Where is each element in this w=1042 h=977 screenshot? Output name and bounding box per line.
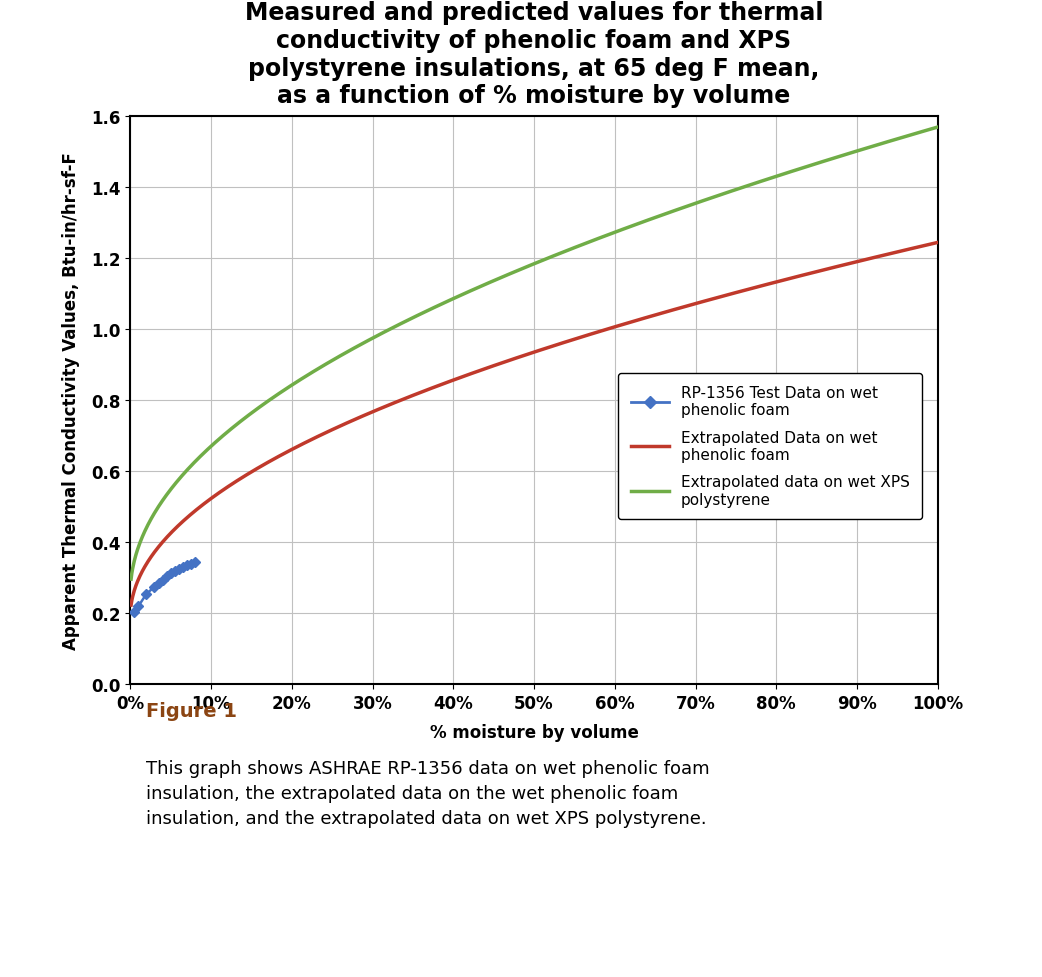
Text: Figure 1: Figure 1 bbox=[146, 701, 238, 720]
Y-axis label: Apparent Thermal Conductivity Values, Btu-in/hr-sf-F: Apparent Thermal Conductivity Values, Bt… bbox=[61, 152, 80, 650]
Legend: RP-1356 Test Data on wet
phenolic foam, Extrapolated Data on wet
phenolic foam, : RP-1356 Test Data on wet phenolic foam, … bbox=[618, 373, 922, 520]
Title: Measured and predicted values for thermal
conductivity of phenolic foam and XPS
: Measured and predicted values for therma… bbox=[245, 1, 823, 108]
Text: This graph shows ASHRAE RP-1356 data on wet phenolic foam
insulation, the extrap: This graph shows ASHRAE RP-1356 data on … bbox=[146, 759, 710, 828]
X-axis label: % moisture by volume: % moisture by volume bbox=[429, 724, 639, 742]
